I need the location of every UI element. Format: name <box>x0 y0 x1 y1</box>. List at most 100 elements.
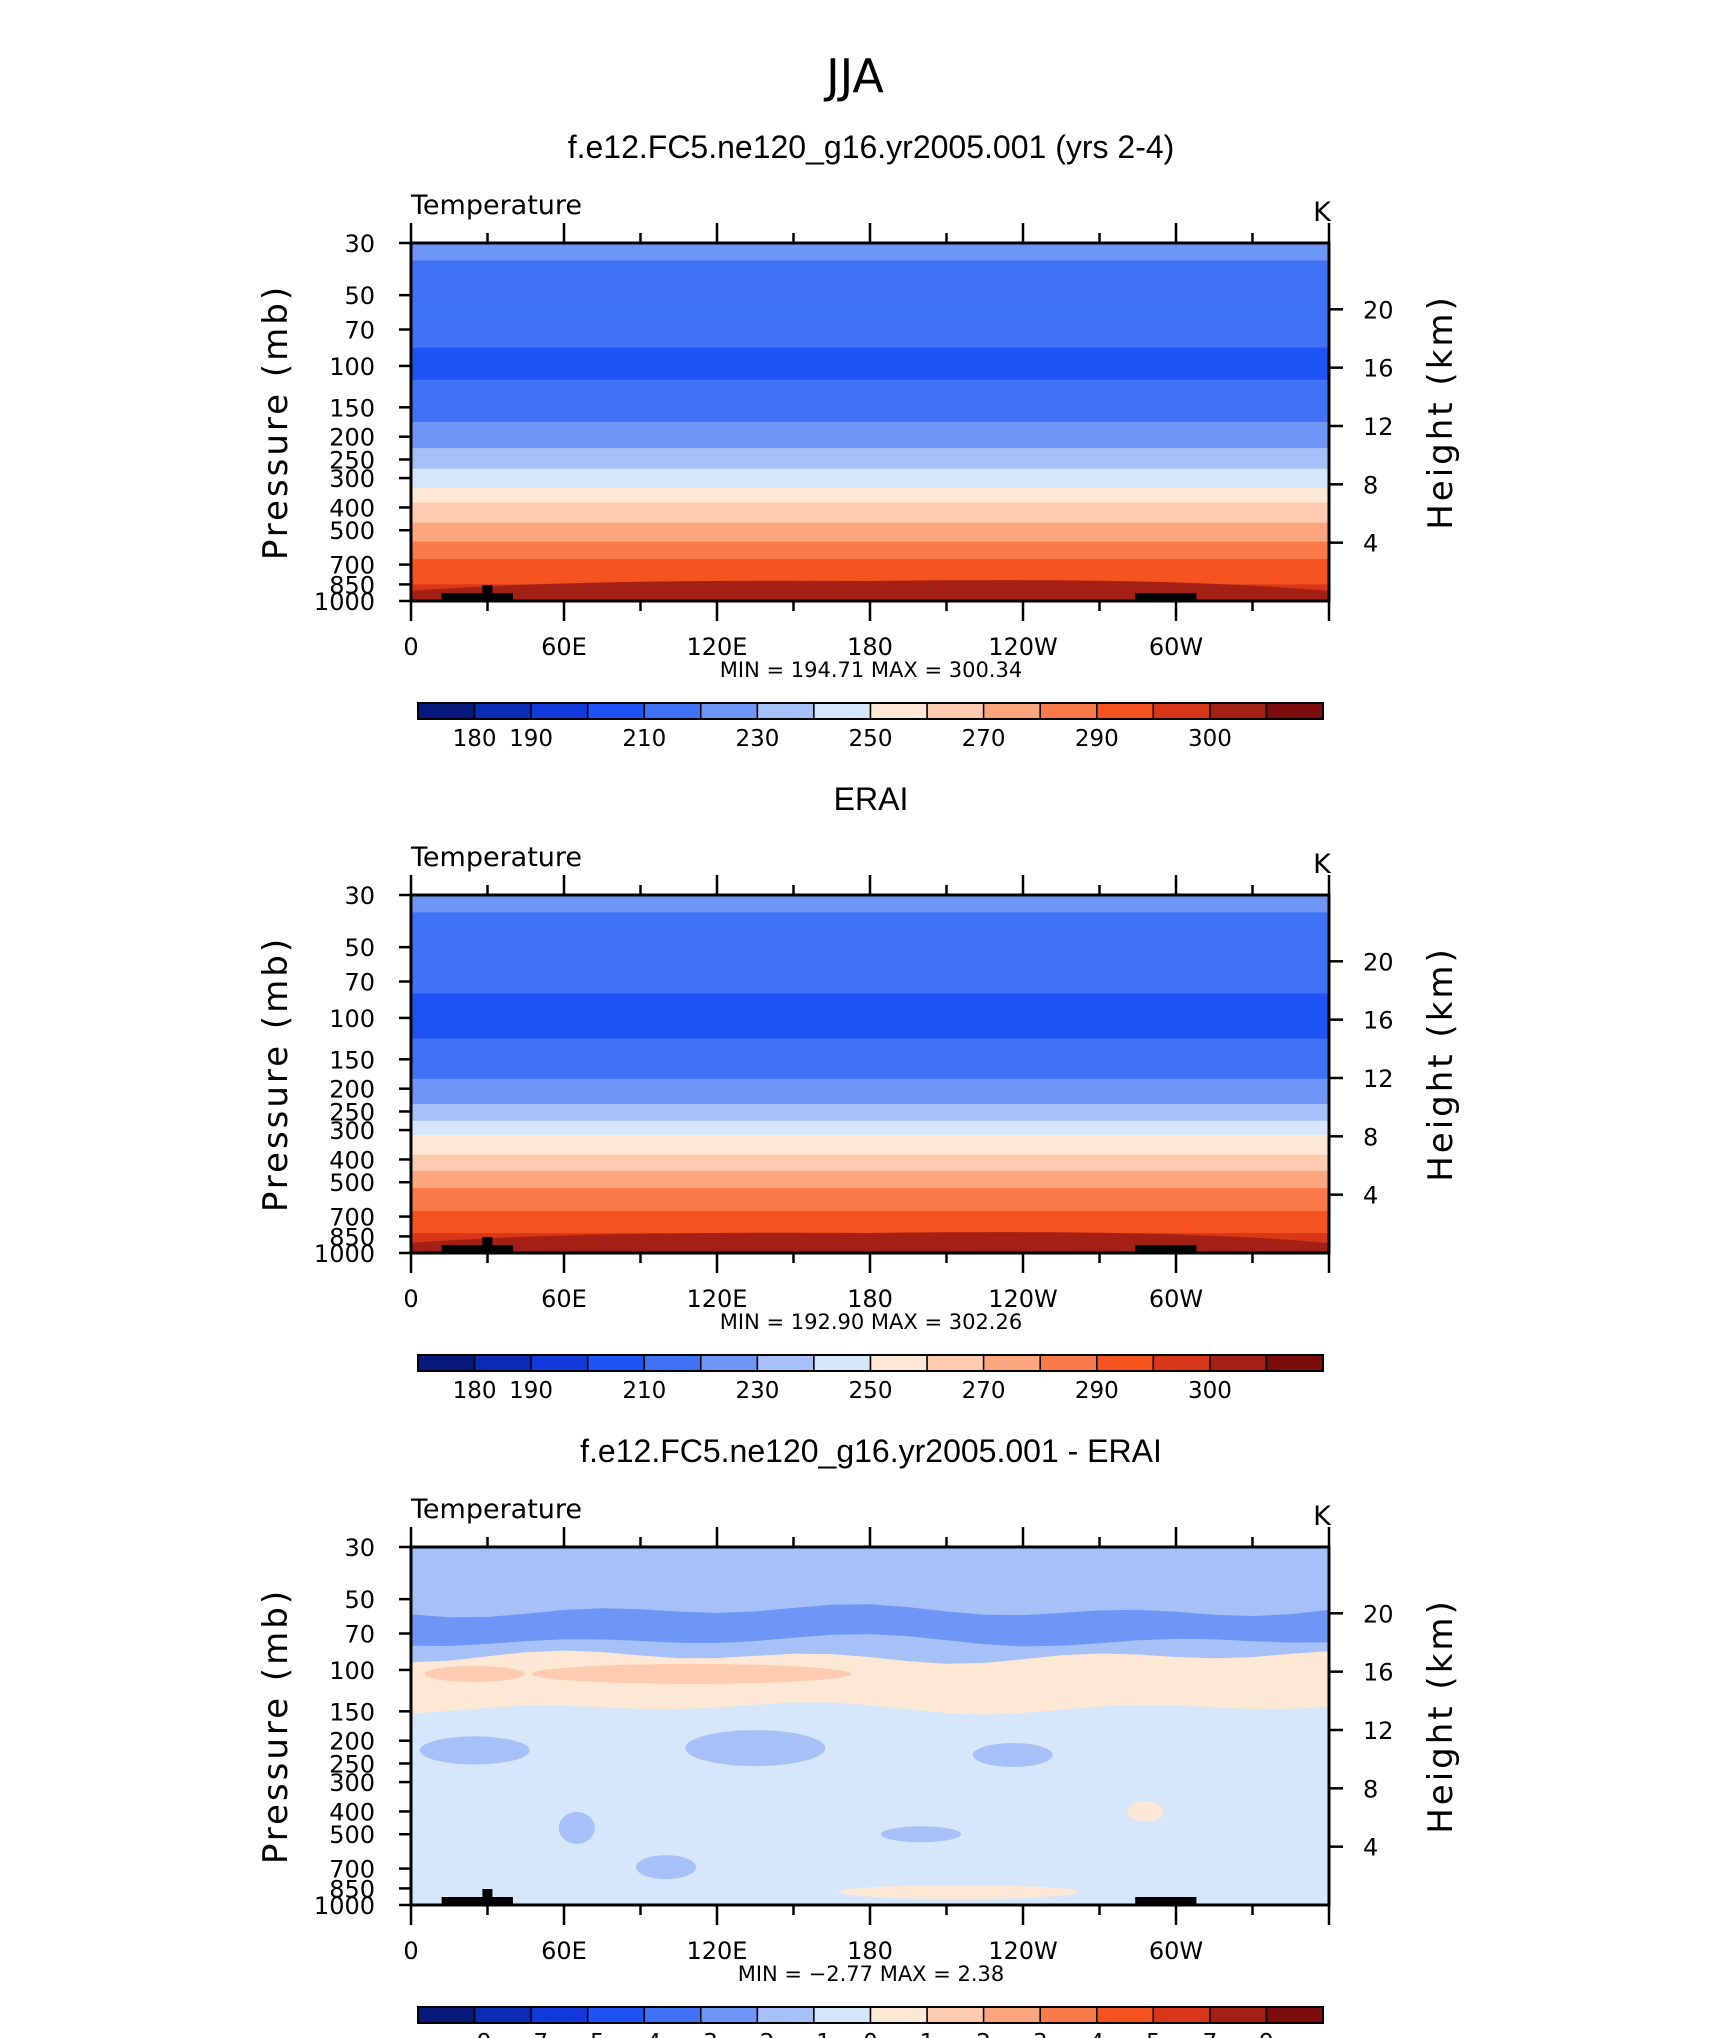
contour-band <box>411 1069 1329 1075</box>
contour-band <box>411 1193 1329 1200</box>
colorbar-swatch <box>1209 1354 1268 1372</box>
colorbar-swatch <box>586 2006 646 2024</box>
contour-band <box>411 903 1329 913</box>
contour-band <box>411 1199 1329 1206</box>
topography-mask <box>441 1897 513 1905</box>
contour-band <box>411 571 1329 576</box>
contour-band <box>411 306 1329 313</box>
colorbar-swatch <box>530 2006 589 2024</box>
contour-band <box>411 251 1329 261</box>
contour-band <box>411 483 1329 489</box>
height-tick-label: 8 <box>1363 1123 1378 1151</box>
colorbar-label: −5 <box>571 2030 605 2038</box>
contour-band <box>411 1167 1329 1172</box>
y-axis-label: Pressure (mb) <box>256 284 296 560</box>
contour-band <box>411 312 1329 319</box>
contour-band <box>411 577 1329 582</box>
colorbar-swatch <box>1209 2006 1268 2024</box>
contour-band <box>411 478 1329 484</box>
x-tick-label: 120W <box>988 1937 1058 1965</box>
contour-band <box>411 1017 1329 1026</box>
surface-warm-region <box>411 580 1329 601</box>
contour-band <box>411 431 1329 438</box>
anomaly-region <box>411 1604 1329 1647</box>
contour-band <box>411 515 1329 520</box>
height-tick-label: 16 <box>1363 355 1394 383</box>
colorbar-frame <box>417 2006 1324 2024</box>
colorbar-label: 0 <box>863 2030 878 2038</box>
colorbar-label: 230 <box>735 726 779 752</box>
contour-band <box>411 1024 1329 1033</box>
contour-band <box>411 522 1329 527</box>
contour-band <box>411 335 1329 343</box>
y-tick-label: 1000 <box>314 1892 375 1920</box>
contour-band <box>411 459 1329 464</box>
height-tick-label: 16 <box>1363 1659 1394 1687</box>
x-tick-label: 0 <box>403 1285 418 1313</box>
x-tick-label: 180 <box>847 633 893 661</box>
y-tick-label: 100 <box>329 1005 375 1033</box>
contour-band <box>411 1170 1329 1176</box>
contour-band <box>411 1114 1329 1119</box>
y-tick-label: 250 <box>329 1750 375 1778</box>
y-tick-label: 500 <box>329 517 375 545</box>
contour-band <box>411 1092 1329 1097</box>
y-tick-label: 850 <box>329 1875 375 1903</box>
y-tick-label: 400 <box>329 1146 375 1174</box>
y-tick-label: 300 <box>329 1769 375 1797</box>
contour-band <box>411 1210 1329 1218</box>
colorbar-label: 210 <box>622 726 666 752</box>
y-tick-label: 70 <box>344 317 375 345</box>
colorbar-frame <box>417 702 1324 720</box>
contour-band <box>411 412 1329 418</box>
contour-band <box>411 895 1329 905</box>
colorbar-swatch <box>869 1354 928 1372</box>
colorbar-swatch <box>643 702 702 720</box>
x-tick-label: 120E <box>687 1285 748 1313</box>
colorbar-label: −3 <box>684 2030 718 2038</box>
contour-band <box>411 1038 1329 1047</box>
contour-band <box>411 958 1329 965</box>
x-tick-label: 60W <box>1149 633 1203 661</box>
colorbar-swatch <box>417 1354 476 1372</box>
contour-band <box>411 1045 1329 1053</box>
height-tick-label: 20 <box>1363 296 1394 324</box>
contour-field <box>411 243 1329 601</box>
colorbar-swatch <box>926 1354 985 1372</box>
contour-band <box>411 471 1329 476</box>
x-tick-label: 60E <box>541 1937 587 1965</box>
colorbar-swatch <box>473 702 532 720</box>
x-tick-label: 120W <box>988 1285 1058 1313</box>
colorbar-swatch <box>1096 2006 1155 2024</box>
chart-panel: ERAI Temperature K 0 60E 120E 180 120W 60W 30 50 70… <box>256 781 1461 1404</box>
contour-band <box>411 553 1329 560</box>
x-tick-label: 60E <box>541 1285 587 1313</box>
y-tick-label: 700 <box>329 1856 375 1884</box>
contour-band <box>411 407 1329 413</box>
x-tick-label: 120W <box>988 633 1058 661</box>
contour-band <box>411 1011 1329 1019</box>
colorbar-swatch <box>1209 702 1268 720</box>
anomaly-region <box>881 1826 961 1843</box>
contour-band <box>411 547 1329 554</box>
anomaly-region <box>972 1742 1053 1767</box>
contour-band <box>411 323 1329 331</box>
x-tick-label: 60W <box>1149 1285 1203 1313</box>
contour-band <box>411 952 1329 960</box>
contour-band <box>411 487 1329 494</box>
contour-band <box>411 400 1329 408</box>
contour-band <box>411 981 1329 989</box>
contour-field <box>411 895 1329 1253</box>
contour-band <box>411 347 1329 355</box>
contour-band <box>411 541 1329 548</box>
colorbar-swatch <box>813 702 872 720</box>
contour-band <box>411 318 1329 325</box>
anomaly-region <box>424 1665 525 1682</box>
y-tick-label: 1000 <box>314 1240 375 1268</box>
colorbar-label: 1 <box>920 2030 935 2038</box>
contour-band <box>411 929 1329 940</box>
colorbar-label: 250 <box>849 1378 893 1404</box>
colorbar-label: 9 <box>1259 2030 1274 2038</box>
y-axis-label: Pressure (mb) <box>256 936 296 1212</box>
y-tick-label: 30 <box>344 230 375 258</box>
